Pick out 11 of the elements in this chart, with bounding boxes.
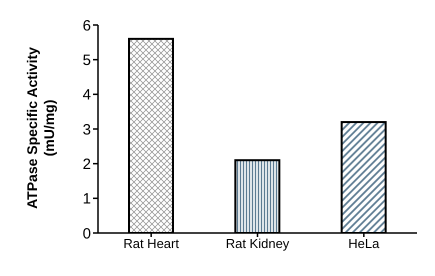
y-tick-label: 1 <box>82 190 91 208</box>
y-tick-label: 2 <box>82 156 91 173</box>
x-tick-label: Rat Kidney <box>226 236 290 252</box>
y-tick-label: 4 <box>82 86 91 104</box>
y-axis-title: ATPase Specific Activity (mU/mg) <box>24 46 58 211</box>
y-tick-label: 5 <box>82 52 91 69</box>
y-tick-label: 3 <box>82 121 91 138</box>
x-tick-label: Rat Heart <box>123 236 180 252</box>
y-tick-label: 0 <box>82 225 91 242</box>
y-tick-label: 6 <box>82 17 91 34</box>
x-tick-label: HeLa <box>348 236 380 252</box>
